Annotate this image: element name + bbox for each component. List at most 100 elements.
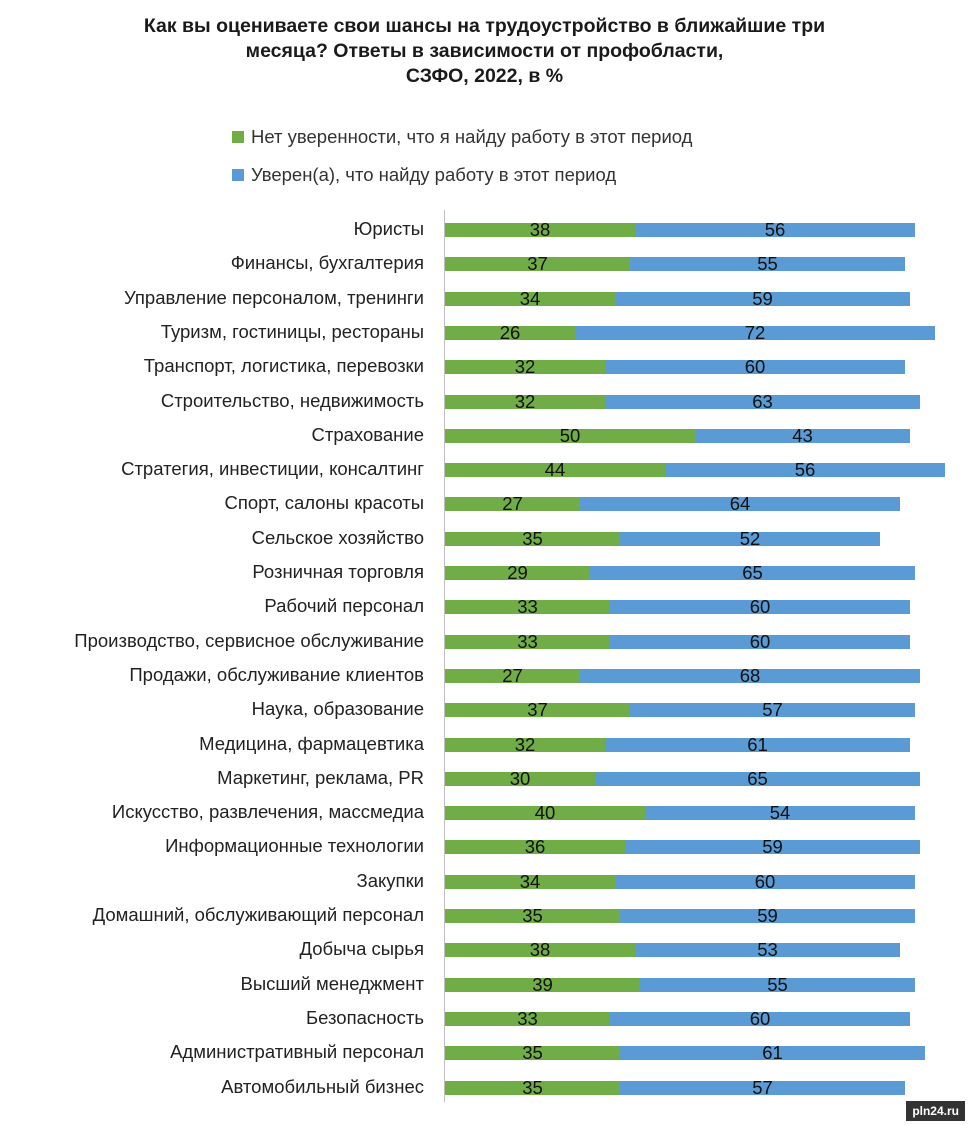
data-label: 65	[742, 562, 763, 583]
bar-sure	[605, 394, 920, 409]
bar-not-sure	[445, 977, 640, 992]
category-label: Добыча сырья	[299, 938, 424, 960]
data-label: 43	[792, 424, 813, 446]
bar-not-sure	[445, 1080, 620, 1095]
bar-row: Медицина, фармацевтика 32 61	[0, 727, 969, 761]
bar-not-sure	[445, 291, 615, 306]
bar-not-sure	[445, 737, 605, 752]
data-label: 27	[502, 493, 523, 515]
bar-not-sure	[445, 600, 610, 615]
data-label: 65	[747, 767, 768, 789]
legend-item-sure: Уверен(а), что найду работу в этот перио…	[232, 156, 692, 194]
plot-area: Юристы 38 56 Финансы, бухгалтерия 37 55 Управл…	[0, 210, 969, 1102]
data-label: 53	[757, 939, 778, 961]
data-label: 33	[517, 1007, 538, 1029]
chart-title-line: СЗФО, 2022, в %	[405, 65, 564, 87]
chart-title-line: Как вы оцениваете свои шансы на трудоуст…	[143, 15, 826, 37]
bar-row: Искусство, развлечения, массмедиа 40 54	[0, 795, 969, 829]
bar-not-sure	[445, 566, 590, 580]
bar-sure	[635, 223, 915, 237]
legend-swatch-blue	[232, 169, 244, 181]
bar-row: Сельское хозяйство 35 52	[0, 521, 969, 555]
category-label: Административный персонал	[170, 1041, 424, 1063]
data-label: 38	[529, 939, 551, 961]
bar-sure	[575, 325, 935, 340]
bar-not-sure	[445, 497, 580, 512]
data-label: 68	[739, 664, 761, 686]
category-label: Сельское хозяйство	[251, 526, 424, 548]
data-label: 36	[524, 836, 546, 858]
category-label: Юристы	[353, 218, 424, 239]
bar-row: Наука, образование 37 57	[0, 692, 969, 726]
bar-row: Рабочий персонал 33 60	[0, 589, 969, 623]
bar-not-sure	[445, 634, 610, 649]
bar-not-sure	[445, 909, 620, 923]
bar-not-sure	[445, 668, 580, 683]
data-label: 32	[514, 733, 536, 755]
data-label: 60	[749, 1007, 771, 1029]
bar-not-sure	[445, 771, 595, 786]
data-label: 72	[744, 321, 766, 343]
category-label: Продажи, обслуживание клиентов	[129, 663, 424, 685]
bar-sure	[625, 840, 920, 855]
bar-sure	[620, 531, 880, 546]
bar-row: Безопасность 33 60	[0, 1001, 969, 1035]
bar-not-sure	[445, 840, 625, 855]
bar-row: Производство, сервисное обслуживание 33 60	[0, 624, 969, 658]
chart-title-line: месяца? Ответы в зависимости от профобла…	[245, 40, 724, 62]
data-label: 60	[749, 596, 771, 618]
category-label: Спорт, салоны красоты	[224, 492, 424, 514]
bar-sure	[580, 497, 900, 512]
category-label: Финансы, бухгалтерия	[230, 252, 424, 274]
data-label: 33	[517, 596, 538, 618]
data-label: 44	[544, 459, 566, 481]
legend-label: Уверен(а), что найду работу в этот перио…	[251, 164, 617, 185]
data-label: 59	[762, 836, 783, 858]
data-label: 37	[527, 253, 548, 275]
data-label: 35	[522, 1076, 543, 1098]
data-label: 40	[534, 802, 556, 824]
bar-sure	[615, 874, 915, 889]
category-label: Искусство, развлечения, массмедиа	[111, 801, 424, 823]
bar-not-sure	[445, 325, 575, 340]
category-label: Управление персоналом, тренинги	[123, 286, 424, 308]
data-label: 61	[747, 733, 768, 755]
data-label: 35	[522, 905, 543, 926]
category-label: Закупки	[356, 869, 424, 891]
bar-sure	[695, 428, 910, 443]
bar-row: Спорт, салоны красоты 27 64	[0, 486, 969, 520]
bar-sure	[630, 703, 915, 718]
data-label: 57	[762, 699, 783, 721]
bar-not-sure	[445, 360, 605, 375]
bar-not-sure	[445, 428, 695, 443]
bar-row: Высший менеджмент 39 55	[0, 967, 969, 1001]
data-label: 34	[519, 870, 541, 892]
data-label: 52	[739, 527, 761, 549]
category-label: Строительство, недвижимость	[160, 389, 424, 411]
data-label: 26	[499, 321, 521, 343]
bar-sure	[610, 1011, 910, 1026]
bar-row: Маркетинг, реклама, PR 30 65	[0, 761, 969, 795]
data-label: 32	[514, 390, 536, 412]
bar-sure	[610, 600, 910, 615]
bar-not-sure	[445, 703, 630, 718]
category-label: Стратегия, инвестиции, консалтинг	[121, 458, 424, 480]
bar-sure	[665, 463, 945, 478]
bar-sure	[620, 909, 915, 923]
bar-row: Добыча сырья 38 53	[0, 932, 969, 966]
category-label: Безопасность	[305, 1006, 424, 1028]
bar-row: Стратегия, инвестиции, консалтинг 44 56	[0, 452, 969, 486]
legend: Нет уверенности, что я найду работу в эт…	[232, 118, 692, 194]
bar-sure	[580, 668, 920, 683]
data-label: 57	[752, 1076, 773, 1098]
data-label: 33	[517, 630, 538, 652]
legend-item-not-sure: Нет уверенности, что я найду работу в эт…	[232, 118, 692, 156]
category-label: Автомобильный бизнес	[221, 1075, 424, 1097]
data-label: 59	[757, 905, 778, 926]
bar-sure	[590, 566, 915, 580]
category-label: Информационные технологии	[165, 835, 424, 857]
bar-row: Административный персонал 35 61	[0, 1035, 969, 1069]
bar-row: Страхование 50 43	[0, 418, 969, 452]
data-label: 50	[559, 424, 581, 446]
data-label: 60	[749, 630, 771, 652]
